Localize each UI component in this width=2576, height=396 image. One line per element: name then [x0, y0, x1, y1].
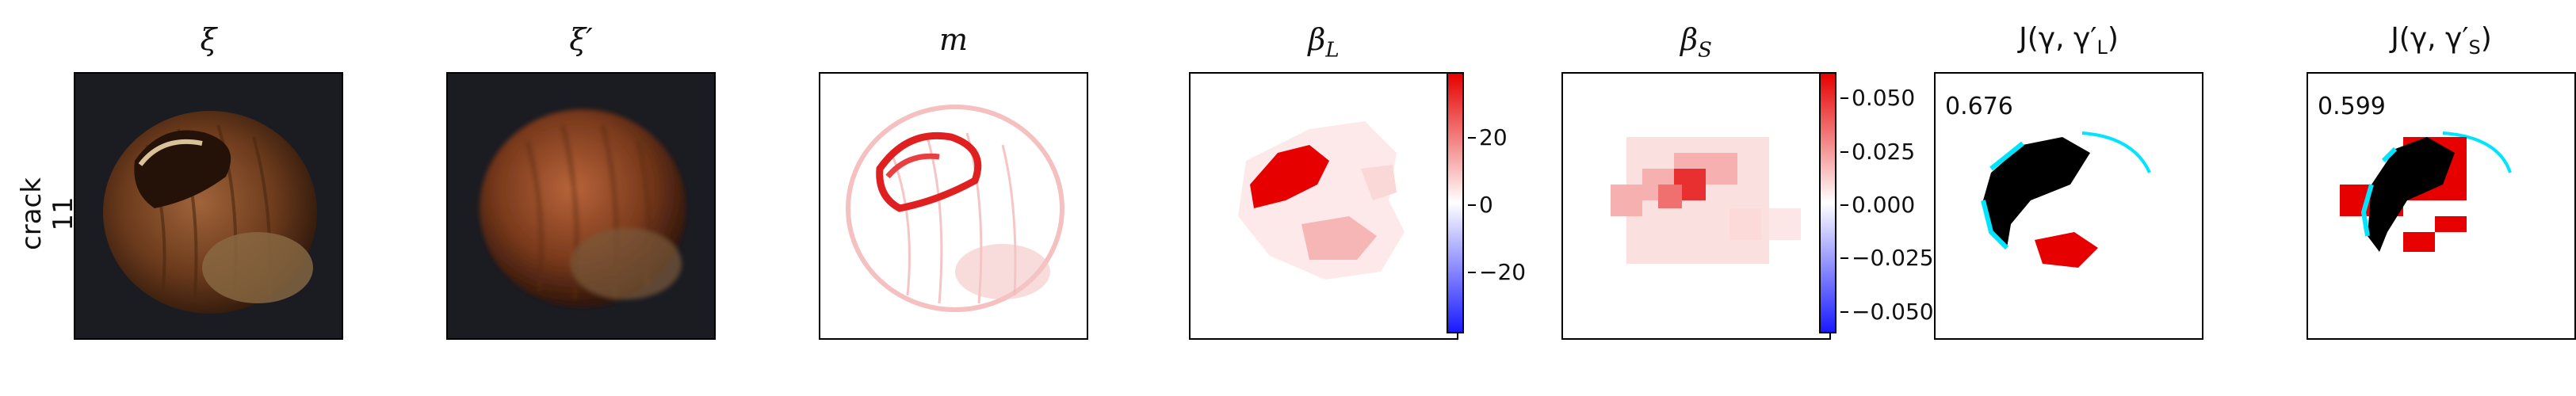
row-label-line1: crack — [16, 177, 48, 250]
title-beta-L: βL — [1308, 22, 1340, 63]
colorbar-L-tick-neg20: −20 — [1467, 259, 1527, 285]
title-xi: ξ — [200, 22, 217, 57]
panel-beta-L-map — [1189, 72, 1458, 340]
panel-beta-S-map — [1561, 72, 1831, 340]
colorbar-S-tick-4: −0.025 — [1840, 245, 1934, 271]
hazelnut-reconstruction-image — [480, 109, 686, 307]
title-m: m — [938, 22, 969, 57]
difference-heatmap — [846, 105, 1064, 312]
title-beta-S: βS — [1680, 22, 1712, 63]
row-label: crack 11 — [16, 166, 79, 261]
colorbar-S-tick-5: −0.050 — [1840, 299, 1934, 325]
panel-xi-image — [74, 72, 343, 340]
score-J-L: 0.676 — [1945, 93, 2013, 120]
colorbar-beta-L — [1447, 72, 1464, 333]
title-J-S: J(γ, γ′S) — [2391, 22, 2492, 59]
title-xi-prime: ξ′ — [569, 22, 593, 57]
colorbar-beta-S — [1819, 72, 1836, 333]
panel-m-map — [819, 72, 1088, 340]
overlay-J-S — [2340, 131, 2512, 252]
score-J-S: 0.599 — [2318, 93, 2386, 120]
colorbar-L-tick-0: 0 — [1468, 192, 1493, 218]
colorbar-S-tick-1: 0.050 — [1840, 85, 1916, 111]
panel-xi-prime-image — [446, 72, 716, 340]
hazelnut-cracked-image — [103, 111, 317, 314]
beta-L-heatmap — [1238, 121, 1405, 280]
colorbar-S-tick-3: 0.000 — [1840, 192, 1916, 218]
beta-S-heatmap — [1611, 137, 1801, 264]
panel-J-S-overlay: 0.599 — [2307, 72, 2576, 340]
colorbar-S-tick-2: 0.025 — [1840, 139, 1916, 165]
panel-J-L-overlay: 0.676 — [1934, 72, 2203, 340]
overlay-J-L — [1981, 131, 2151, 268]
colorbar-L-tick-20: 20 — [1468, 124, 1508, 150]
title-J-L: J(γ, γ′L) — [2019, 22, 2119, 59]
